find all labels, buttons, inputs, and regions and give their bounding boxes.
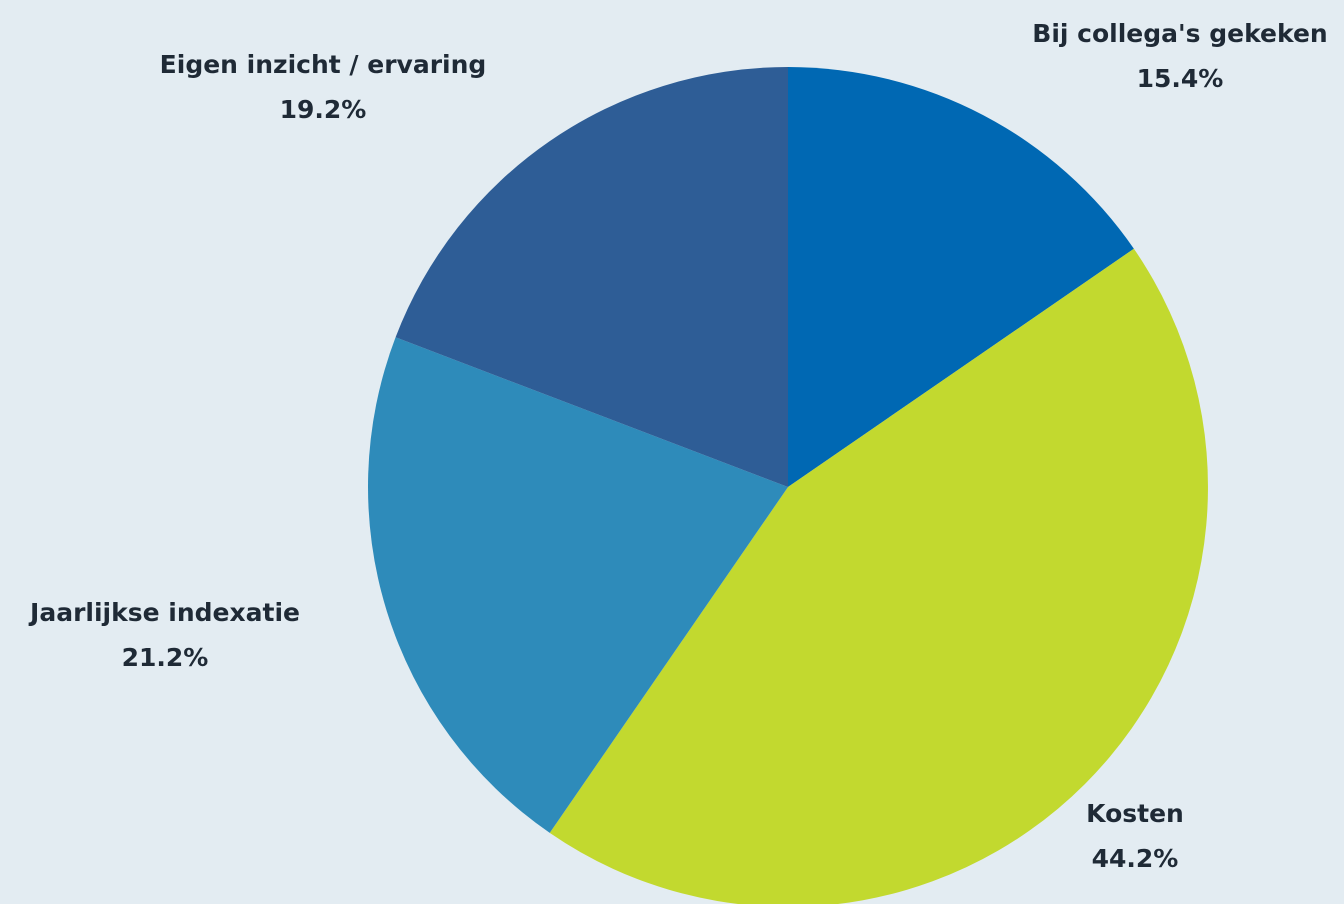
slice-label-2: Kosten [1086, 799, 1184, 828]
slice-label-3: Jaarlijkse indexatie [28, 598, 300, 627]
pie-slice-2 [549, 248, 1208, 904]
slice-label-4: Eigen inzicht / ervaring [160, 50, 487, 79]
pie-slice-4 [395, 67, 788, 487]
slice-value-label-4: 19.2% [280, 95, 367, 124]
slice-value-label-3: 21.2% [122, 643, 209, 672]
pie-slice-3 [368, 337, 788, 833]
slice-label-1: Bij collega's gekeken [1032, 19, 1327, 48]
pie-slice-1 [788, 67, 1134, 487]
slice-value-label-2: 44.2% [1092, 844, 1179, 873]
slice-value-label-1: 15.4% [1137, 64, 1224, 93]
